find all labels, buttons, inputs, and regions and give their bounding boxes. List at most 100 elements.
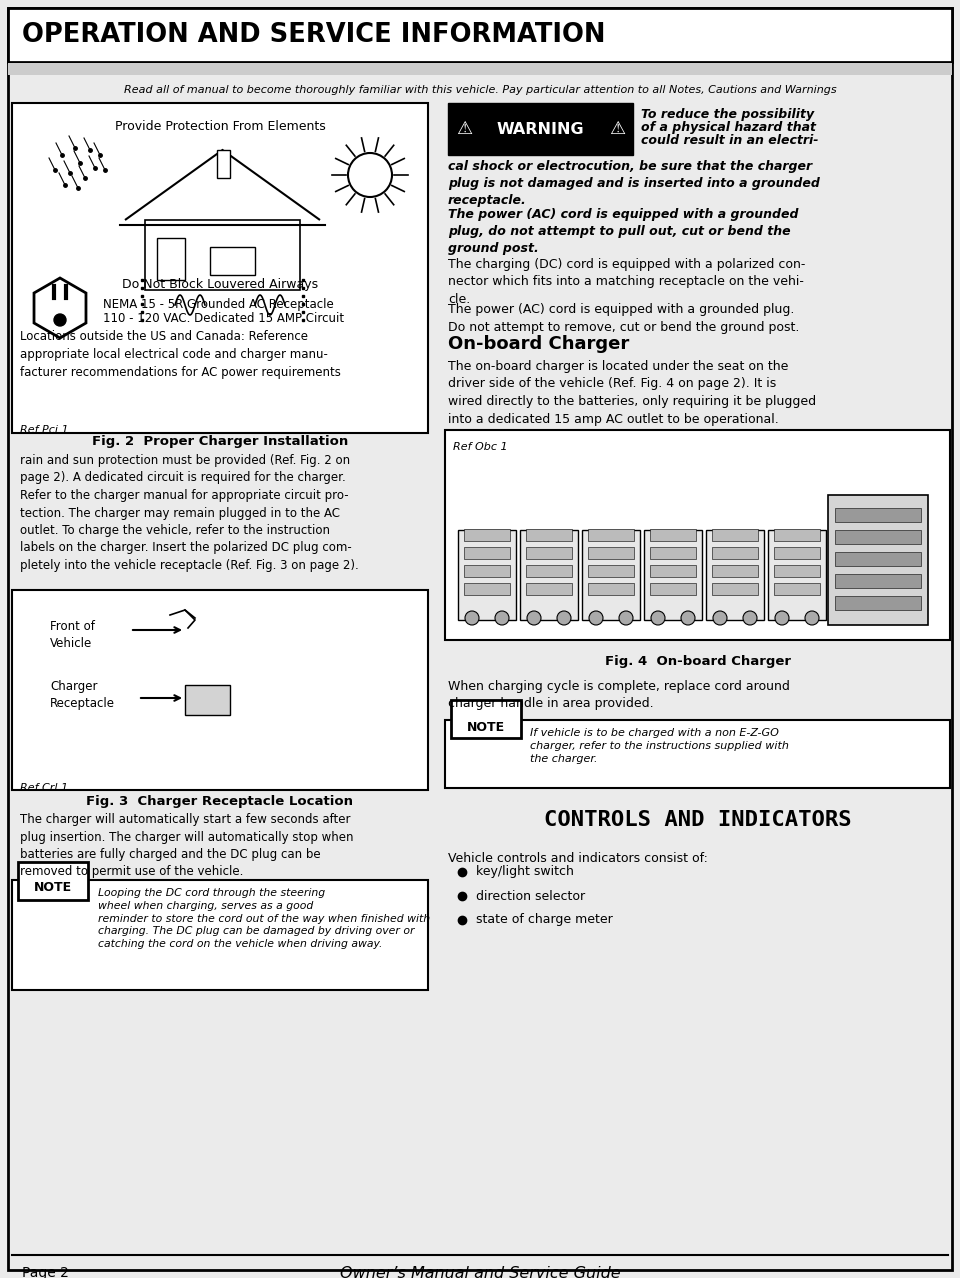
Text: Vehicle controls and indicators consist of:: Vehicle controls and indicators consist … (448, 852, 708, 865)
Text: CONTROLS AND INDICATORS: CONTROLS AND INDICATORS (544, 810, 852, 829)
Circle shape (527, 611, 541, 625)
Bar (768, 530, 826, 620)
Bar (464, 529, 510, 541)
Bar (157, 238, 185, 280)
Circle shape (713, 611, 727, 625)
Text: Ref Crl 1: Ref Crl 1 (20, 783, 68, 794)
Bar (12, 881, 428, 990)
Text: NOTE: NOTE (467, 721, 505, 734)
Bar (588, 547, 634, 558)
Circle shape (495, 611, 509, 625)
Bar (445, 429, 950, 640)
Text: On-board Charger: On-board Charger (448, 335, 629, 353)
Bar (451, 700, 521, 737)
Text: If vehicle is to be charged with a non E-Z-GO
charger, refer to the instructions: If vehicle is to be charged with a non E… (530, 728, 789, 763)
Bar (712, 583, 758, 596)
Circle shape (681, 611, 695, 625)
Text: could result in an electri-: could result in an electri- (641, 134, 819, 147)
Text: Fig. 4  On-board Charger: Fig. 4 On-board Charger (605, 656, 791, 668)
Text: Fig. 3  Charger Receptacle Location: Fig. 3 Charger Receptacle Location (86, 795, 353, 808)
Bar (464, 583, 510, 596)
Text: The charger will automatically start a few seconds after
plug insertion. The cha: The charger will automatically start a f… (20, 813, 353, 878)
Bar (12, 104, 428, 433)
Bar (650, 529, 696, 541)
Text: Owner’s Manual and Service Guide: Owner’s Manual and Service Guide (340, 1265, 620, 1278)
Text: Charger
Receptacle: Charger Receptacle (50, 680, 115, 711)
Text: cal shock or electrocution, be sure that the charger
plug is not damaged and is : cal shock or electrocution, be sure that… (448, 160, 820, 207)
Bar (526, 547, 572, 558)
Text: Do Not Block Louvered Airways: Do Not Block Louvered Airways (122, 279, 318, 291)
Text: 110 - 120 VAC. Dedicated 15 AMP Circuit: 110 - 120 VAC. Dedicated 15 AMP Circuit (103, 312, 344, 325)
Bar (464, 565, 510, 576)
Bar (8, 63, 952, 75)
Bar (217, 150, 230, 178)
Bar (18, 861, 88, 900)
Text: The charging (DC) cord is equipped with a polarized con-
nector which fits into : The charging (DC) cord is equipped with … (448, 258, 805, 305)
Bar (774, 529, 820, 541)
Bar (448, 104, 633, 155)
Text: Read all of manual to become thoroughly familiar with this vehicle. Pay particul: Read all of manual to become thoroughly … (124, 86, 836, 95)
Bar (835, 507, 921, 521)
Bar (706, 530, 764, 620)
Text: Fig. 2  Proper Charger Installation: Fig. 2 Proper Charger Installation (92, 435, 348, 449)
Text: The power (AC) cord is equipped with a grounded plug.
Do not attempt to remove, : The power (AC) cord is equipped with a g… (448, 303, 800, 334)
Text: Ref Obc 1: Ref Obc 1 (453, 442, 508, 452)
Bar (588, 529, 634, 541)
Bar (650, 547, 696, 558)
Text: ⚠: ⚠ (456, 120, 472, 138)
Circle shape (651, 611, 665, 625)
Text: OPERATION AND SERVICE INFORMATION: OPERATION AND SERVICE INFORMATION (22, 22, 606, 49)
Bar (835, 530, 921, 544)
Bar (526, 565, 572, 576)
Text: direction selector: direction selector (476, 889, 586, 902)
Text: Front of
Vehicle: Front of Vehicle (50, 620, 95, 651)
Bar (650, 565, 696, 576)
Text: WARNING: WARNING (496, 121, 584, 137)
Text: Provide Protection From Elements: Provide Protection From Elements (114, 120, 325, 133)
Text: of a physical hazard that: of a physical hazard that (641, 121, 816, 134)
Text: ⚠: ⚠ (609, 120, 625, 138)
Bar (582, 530, 640, 620)
Bar (644, 530, 702, 620)
Bar (458, 530, 516, 620)
Bar (774, 583, 820, 596)
Bar (712, 547, 758, 558)
Bar (145, 220, 300, 290)
Text: key/light switch: key/light switch (476, 865, 574, 878)
Text: To reduce the possibility: To reduce the possibility (641, 109, 814, 121)
Bar (828, 495, 928, 625)
Bar (185, 685, 230, 714)
Bar (210, 247, 255, 275)
Bar (712, 565, 758, 576)
Circle shape (465, 611, 479, 625)
Bar (835, 574, 921, 588)
Text: Looping the DC cord through the steering
wheel when charging, serves as a good
r: Looping the DC cord through the steering… (98, 888, 430, 950)
Text: Page 2: Page 2 (22, 1266, 69, 1278)
Circle shape (619, 611, 633, 625)
Circle shape (805, 611, 819, 625)
Circle shape (557, 611, 571, 625)
Text: When charging cycle is complete, replace cord around
charger handle in area prov: When charging cycle is complete, replace… (448, 680, 790, 711)
Bar (835, 596, 921, 610)
Circle shape (589, 611, 603, 625)
Text: NEMA 15 - 5R Grounded AC Receptacle: NEMA 15 - 5R Grounded AC Receptacle (103, 298, 334, 311)
Bar (526, 529, 572, 541)
Bar (588, 583, 634, 596)
Bar (712, 529, 758, 541)
Bar (526, 583, 572, 596)
Bar (445, 720, 950, 789)
Text: Locations outside the US and Canada: Reference
appropriate local electrical code: Locations outside the US and Canada: Ref… (20, 330, 341, 380)
Circle shape (775, 611, 789, 625)
Bar (650, 583, 696, 596)
Text: The on-board charger is located under the seat on the
driver side of the vehicle: The on-board charger is located under th… (448, 360, 816, 426)
Circle shape (743, 611, 757, 625)
Text: Ref Pci 1: Ref Pci 1 (20, 426, 68, 435)
Bar (520, 530, 578, 620)
Bar (774, 565, 820, 576)
Text: NOTE: NOTE (34, 881, 72, 895)
Circle shape (54, 314, 66, 326)
Text: state of charge meter: state of charge meter (476, 914, 612, 927)
Bar (8, 8, 952, 63)
Bar (588, 565, 634, 576)
Bar (774, 547, 820, 558)
